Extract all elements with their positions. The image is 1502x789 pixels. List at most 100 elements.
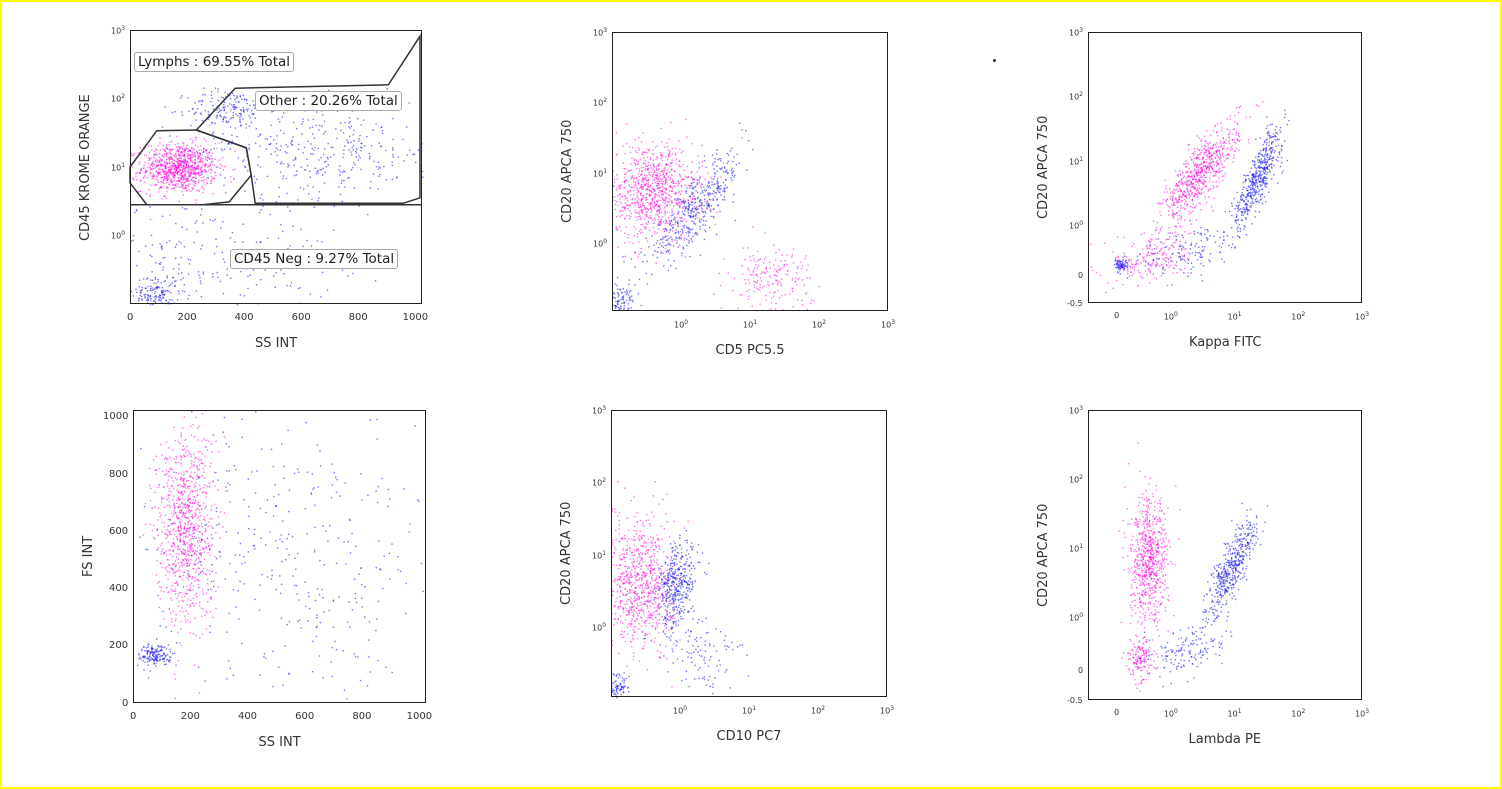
event-point — [375, 123, 377, 125]
event-point — [199, 154, 201, 157]
event-point — [694, 231, 697, 234]
event-point — [787, 270, 789, 272]
event-point — [642, 186, 644, 188]
gate-other[interactable] — [195, 33, 421, 205]
event-point — [138, 250, 140, 253]
event-point — [310, 153, 312, 155]
event-point — [174, 257, 177, 260]
event-point — [1208, 153, 1210, 155]
event-point — [190, 157, 192, 159]
event-point — [174, 165, 176, 167]
event-point — [1265, 139, 1267, 141]
event-point — [676, 242, 678, 244]
gate-lymphs[interactable] — [129, 129, 252, 206]
event-point — [1258, 165, 1260, 167]
event-point — [1198, 192, 1200, 194]
event-point — [321, 125, 323, 127]
event-point — [274, 286, 276, 288]
event-point — [1198, 252, 1201, 254]
event-point — [314, 167, 316, 169]
event-point — [1193, 233, 1195, 235]
event-point — [199, 100, 201, 102]
event-point — [202, 163, 204, 166]
event-point — [657, 228, 660, 230]
event-point — [280, 145, 282, 147]
event-point — [234, 99, 236, 101]
event-point — [1215, 165, 1218, 167]
event-point — [652, 226, 655, 229]
event-point — [651, 209, 653, 211]
event-point — [293, 164, 295, 166]
event-point — [667, 201, 669, 203]
event-point — [616, 174, 618, 176]
event-point — [791, 256, 793, 258]
event-point — [1186, 184, 1188, 187]
event-point — [632, 242, 634, 245]
event-point — [620, 183, 622, 186]
event-point — [756, 280, 759, 282]
event-point — [155, 295, 157, 297]
event-point — [181, 596, 183, 599]
event-point — [1124, 255, 1126, 257]
event-point — [323, 161, 326, 163]
event-point — [779, 267, 781, 270]
event-point — [1252, 191, 1254, 193]
event-point — [1131, 266, 1133, 269]
event-point — [282, 230, 284, 232]
event-point — [167, 290, 170, 292]
event-point — [1255, 180, 1257, 182]
event-point — [626, 289, 628, 291]
event-point — [653, 153, 655, 155]
event-point — [1190, 232, 1192, 234]
event-point — [184, 169, 187, 171]
event-point — [659, 221, 661, 223]
event-point — [170, 158, 172, 160]
event-point — [1204, 145, 1206, 147]
event-point — [159, 263, 161, 265]
event-point — [236, 95, 238, 97]
event-point — [408, 102, 410, 104]
event-point — [1247, 209, 1249, 211]
event-point — [378, 166, 380, 168]
event-point — [1207, 147, 1209, 149]
event-point — [343, 179, 345, 182]
event-point — [751, 274, 753, 276]
event-point — [1223, 145, 1225, 147]
x-tick-label: 101 — [743, 319, 758, 330]
event-point — [247, 108, 249, 110]
event-point — [677, 197, 679, 200]
event-point — [1225, 154, 1227, 157]
event-point — [1155, 278, 1158, 280]
event-point — [643, 226, 645, 228]
event-point — [157, 191, 160, 193]
event-point — [254, 107, 256, 109]
event-point — [646, 260, 648, 262]
event-point — [1265, 201, 1267, 203]
event-point — [660, 182, 662, 185]
event-point — [347, 142, 349, 144]
event-point — [785, 273, 787, 276]
event-point — [216, 271, 218, 274]
event-point — [646, 192, 648, 195]
event-point — [671, 186, 673, 188]
event-point — [1284, 116, 1286, 119]
event-point — [1244, 226, 1246, 228]
event-point — [694, 233, 696, 235]
event-point — [1255, 171, 1257, 173]
event-point — [683, 237, 686, 239]
event-point — [724, 190, 726, 192]
event-point — [1255, 172, 1258, 175]
event-point — [336, 137, 338, 140]
event-point — [661, 178, 663, 180]
event-point — [625, 226, 627, 228]
event-point — [212, 131, 215, 133]
event-point — [691, 240, 693, 243]
event-point — [677, 185, 679, 187]
event-point — [1233, 141, 1236, 144]
event-point — [809, 277, 811, 279]
event-point — [242, 106, 244, 109]
event-point — [1165, 188, 1167, 190]
event-point — [144, 172, 146, 174]
event-point — [1252, 183, 1255, 185]
event-point — [159, 158, 161, 160]
